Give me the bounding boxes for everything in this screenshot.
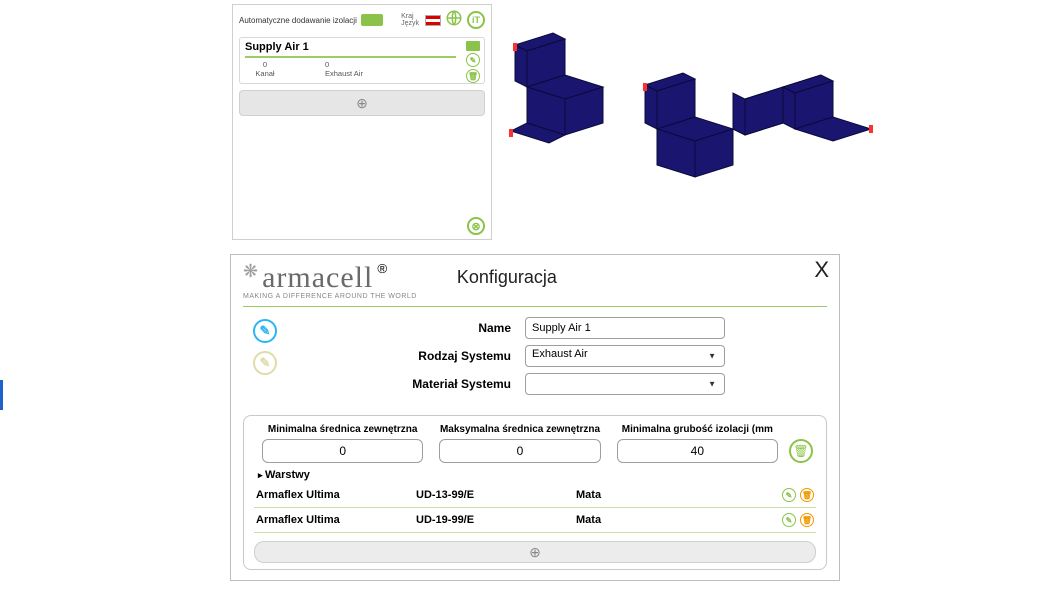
layer-divider [254, 507, 816, 508]
brand-tagline: MAKING A DIFFERENCE AROUND THE WORLD [243, 293, 417, 300]
add-layer-button[interactable]: ⊕ [254, 541, 816, 563]
dialog-close-button[interactable]: X [814, 257, 829, 283]
min-insulation-thickness-input[interactable] [617, 439, 778, 463]
flag-austria-icon[interactable] [425, 15, 441, 26]
layer-delete-icon[interactable]: 🗑 [800, 513, 814, 527]
system-enabled-indicator[interactable] [466, 41, 480, 51]
it-info-icon[interactable]: iT [467, 11, 485, 29]
country-language-label: Kraj Język [401, 13, 419, 27]
name-input[interactable] [525, 317, 725, 339]
system-material-select[interactable] [525, 373, 725, 395]
stat-1-value: 0 [245, 60, 285, 69]
min-outer-diameter-input[interactable] [262, 439, 423, 463]
systems-mini-panel: Automatyczne dodawanie izolacji Kraj Jęz… [232, 4, 492, 240]
brand-divider [243, 306, 827, 307]
system-edit-icon[interactable]: ✎ [466, 53, 480, 67]
edit-mode-icon[interactable]: ✎ [253, 319, 277, 343]
layer-edit-icon[interactable]: ✎ [782, 488, 796, 502]
system-material-label: Materiał Systemu [295, 377, 525, 391]
configuration-dialog: X ❋ armacell® MAKING A DIFFERENCE AROUND… [230, 254, 840, 581]
layer-edit-icon[interactable]: ✎ [782, 513, 796, 527]
system-card-divider [245, 56, 456, 58]
system-card-title: Supply Air 1 [245, 41, 479, 53]
max-outer-diameter-input[interactable] [439, 439, 600, 463]
system-type-label: Rodzaj Systemu [295, 349, 525, 363]
brand-globe-icon: ❋ [243, 261, 258, 282]
secondary-mode-icon[interactable]: ✎ [253, 351, 277, 375]
name-label: Name [295, 321, 525, 335]
system-card-stats: 0 Kanał 0 Exhaust Air [245, 60, 479, 78]
auto-insulation-toggle[interactable] [361, 14, 383, 26]
layer-divider [254, 532, 816, 533]
layer-code: UD-13-99/E [416, 489, 576, 501]
system-type-select[interactable]: Exhaust Air [525, 345, 725, 367]
layer-name: Armaflex Ultima [256, 489, 416, 501]
layer-row: Armaflex UltimaUD-13-99/EMata✎ 🗑 [254, 485, 816, 505]
mini-panel-close-icon[interactable]: ⊗ [467, 217, 485, 235]
globe-icon[interactable] [445, 9, 463, 31]
duct-3d-preview [495, 25, 885, 225]
dim-col-1-label: Minimalna średnica zewnętrzna [254, 424, 431, 435]
brand-name: armacell [262, 261, 373, 295]
dim-col-2-label: Maksymalna średnica zewnętrzna [431, 424, 608, 435]
stat-1-label: Kanał [245, 69, 285, 78]
layer-name: Armaflex Ultima [256, 514, 416, 526]
dim-col-3-label: Minimalna grubość izolacji (mm [609, 424, 786, 435]
stat-2-label: Exhaust Air [325, 69, 363, 78]
system-type-value: Exhaust Air [532, 348, 588, 360]
add-system-button[interactable]: ⊕ [239, 90, 485, 116]
system-card[interactable]: Supply Air 1 0 Kanał 0 Exhaust Air ✎ 🗑 [239, 37, 485, 84]
dialog-title: Konfiguracja [457, 261, 557, 288]
system-delete-icon[interactable]: 🗑 [466, 69, 480, 83]
dimensions-group: Minimalna średnica zewnętrzna Maksymalna… [243, 415, 827, 570]
layer-delete-icon[interactable]: 🗑 [800, 488, 814, 502]
delete-dimension-row-icon[interactable]: 🗑 [789, 439, 813, 463]
brand-block: ❋ armacell® MAKING A DIFFERENCE AROUND T… [243, 261, 417, 300]
auto-insulation-label: Automatyczne dodawanie izolacji [239, 16, 357, 25]
layer-form: Mata [576, 514, 782, 526]
stat-2-value: 0 [325, 60, 363, 69]
layer-code: UD-19-99/E [416, 514, 576, 526]
layer-form: Mata [576, 489, 782, 501]
viewport-edge-marker [0, 380, 3, 410]
layer-row: Armaflex UltimaUD-19-99/EMata✎ 🗑 [254, 510, 816, 530]
mini-panel-header: Automatyczne dodawanie izolacji Kraj Jęz… [233, 5, 491, 33]
layers-section-label[interactable]: Warstwy [258, 469, 816, 481]
